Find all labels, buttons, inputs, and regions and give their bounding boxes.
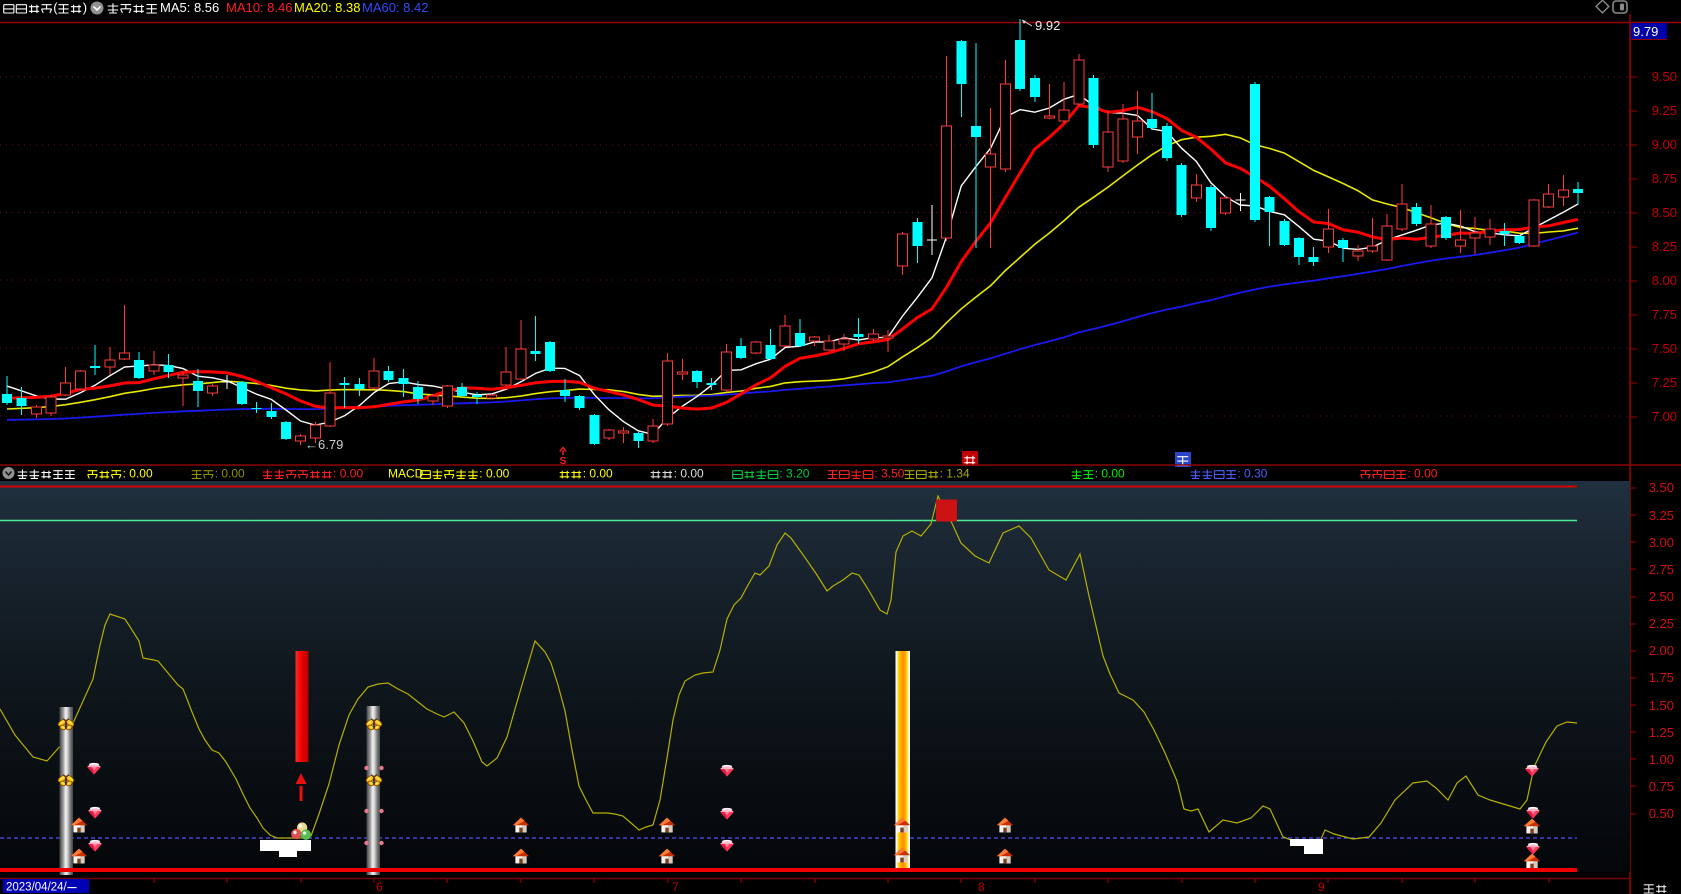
svg-text:9: 9 [1318, 880, 1325, 894]
svg-text:: 0.00: : 0.00 [479, 467, 509, 481]
svg-text:: 0.00: : 0.00 [1407, 467, 1437, 481]
svg-text:8.25: 8.25 [1652, 239, 1677, 254]
svg-text:2.50: 2.50 [1649, 589, 1674, 604]
svg-text:MACD: MACD [388, 467, 424, 481]
svg-text:1.75: 1.75 [1649, 670, 1674, 685]
svg-text:1.50: 1.50 [1649, 698, 1674, 713]
svg-text:: 0.00: : 0.00 [215, 467, 245, 481]
svg-text:2023/04/24/: 2023/04/24/ [6, 882, 68, 894]
svg-text:): ) [83, 0, 87, 15]
svg-text:3.00: 3.00 [1649, 535, 1674, 550]
svg-text:: 0.00: : 0.00 [1095, 467, 1125, 481]
svg-text:S: S [560, 456, 567, 467]
svg-text:: 0.00: : 0.00 [333, 467, 363, 481]
svg-text:7.25: 7.25 [1652, 375, 1677, 390]
svg-text:1.00: 1.00 [1649, 752, 1674, 767]
svg-text:8.00: 8.00 [1652, 273, 1677, 288]
svg-text:8: 8 [978, 880, 985, 894]
svg-text:9.00: 9.00 [1652, 137, 1677, 152]
svg-text:2.75: 2.75 [1649, 562, 1674, 577]
svg-text:9.92: 9.92 [1035, 18, 1060, 33]
svg-text:9.79: 9.79 [1633, 24, 1658, 39]
svg-text:7: 7 [672, 880, 679, 894]
svg-text:0.50: 0.50 [1649, 806, 1674, 821]
svg-text:8.50: 8.50 [1652, 205, 1677, 220]
svg-text:7.75: 7.75 [1652, 307, 1677, 322]
svg-text:9.50: 9.50 [1652, 69, 1677, 84]
svg-text:3.50: 3.50 [1649, 480, 1674, 495]
svg-text:2.25: 2.25 [1649, 616, 1674, 631]
svg-text:2.00: 2.00 [1649, 643, 1674, 658]
svg-text:: 0.00: : 0.00 [123, 467, 153, 481]
svg-text:0.75: 0.75 [1649, 779, 1674, 794]
svg-text:MA5: 8.56: MA5: 8.56 [160, 0, 219, 15]
svg-text:: 1.34: : 1.34 [940, 467, 970, 481]
svg-text:: 0.00: : 0.00 [674, 467, 704, 481]
svg-text:: 0.30: : 0.30 [1237, 467, 1267, 481]
svg-text:MA20: 8.38: MA20: 8.38 [294, 0, 361, 15]
svg-text:7.00: 7.00 [1652, 409, 1677, 424]
svg-text:(: ( [53, 0, 58, 15]
svg-text:←6.79: ←6.79 [305, 437, 343, 452]
svg-text:: 3.20: : 3.20 [779, 467, 809, 481]
svg-text:: 3.50: : 3.50 [874, 467, 904, 481]
svg-text:3.25: 3.25 [1649, 508, 1674, 523]
svg-text:7.50: 7.50 [1652, 341, 1677, 356]
svg-text:: 0.00: : 0.00 [583, 467, 613, 481]
svg-text:MA60: 8.42: MA60: 8.42 [362, 0, 429, 15]
svg-text:8.75: 8.75 [1652, 171, 1677, 186]
svg-text:9.25: 9.25 [1652, 103, 1677, 118]
svg-text:MA10: 8.46: MA10: 8.46 [226, 0, 293, 15]
svg-text:6: 6 [376, 880, 383, 894]
svg-text:1.25: 1.25 [1649, 725, 1674, 740]
